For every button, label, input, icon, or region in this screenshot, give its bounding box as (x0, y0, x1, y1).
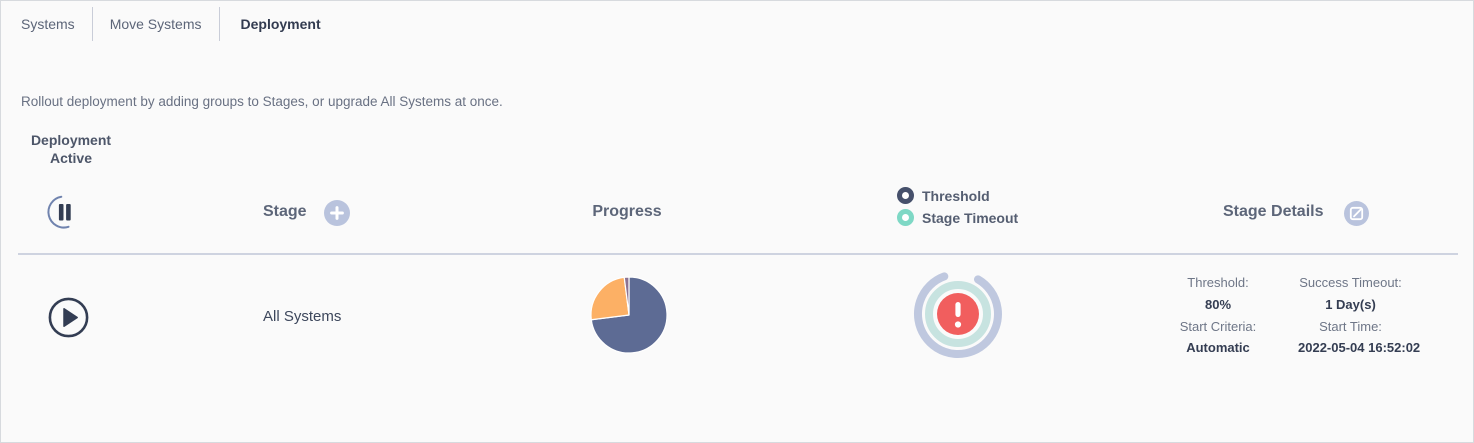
progress-legend: Threshold Stage Timeout (897, 187, 1018, 226)
pie-slice-segment-orange (590, 276, 630, 321)
edit-square-icon (1344, 201, 1369, 226)
legend-label-threshold: Threshold (922, 187, 990, 204)
detail-value-start-time: 2022-05-04 16:52:02 (1298, 340, 1421, 356)
detail-label-start-time: Start Time: (1319, 318, 1382, 334)
stage-name: All Systems (263, 308, 342, 325)
rollout-description: Rollout deployment by adding groups to S… (21, 94, 503, 109)
legend-item-threshold: Threshold (897, 187, 1018, 204)
exclamation-icon (955, 302, 961, 317)
detail-value-success-timeout: 1 Day(s) (1325, 297, 1376, 313)
edit-stage-details-button[interactable] (1344, 201, 1369, 226)
pie-slice-segment-purple (623, 276, 630, 316)
deployment-status: Deployment Active (19, 131, 123, 167)
deployment-status-line2: Active (49, 150, 93, 166)
legend-label-stage-timeout: Stage Timeout (922, 209, 1019, 226)
detail-label-success-timeout: Success Timeout: (1299, 275, 1402, 291)
threshold-progress-ring (914, 272, 1002, 358)
legend-item-stage-timeout: Stage Timeout (897, 209, 1018, 226)
tab-deployment[interactable]: Deployment (240, 16, 321, 32)
progress-pie-chart (590, 276, 668, 354)
tab-move-systems[interactable]: Move Systems (93, 7, 220, 41)
detail-label-start-criteria: Start Criteria: (1179, 318, 1257, 334)
column-header-stage-details: Stage Details (1223, 203, 1324, 220)
play-stage-button[interactable] (48, 297, 89, 338)
column-header-stage: Stage (263, 203, 307, 220)
tab-systems[interactable]: Systems (21, 7, 93, 41)
plus-icon (324, 200, 350, 226)
deployment-status-line1: Deployment (30, 132, 112, 148)
stage-timeout-ring-icon (897, 209, 914, 226)
header-row-divider (18, 253, 1458, 255)
stage-details: Threshold: Success Timeout: 80% 1 Day(s)… (1138, 272, 1421, 359)
stage-timeout-ring (925, 281, 991, 347)
pause-icon[interactable] (45, 193, 84, 232)
threshold-alert-indicator (914, 272, 1002, 358)
detail-value-threshold: 80% (1204, 297, 1232, 313)
column-header-progress: Progress (592, 203, 662, 220)
threshold-ring-icon (897, 187, 914, 204)
tab-bar: Systems Move Systems Deployment (1, 1, 1473, 47)
detail-value-start-criteria: Automatic (1186, 340, 1250, 356)
add-stage-button[interactable] (324, 200, 350, 226)
detail-label-threshold: Threshold: (1187, 275, 1249, 291)
